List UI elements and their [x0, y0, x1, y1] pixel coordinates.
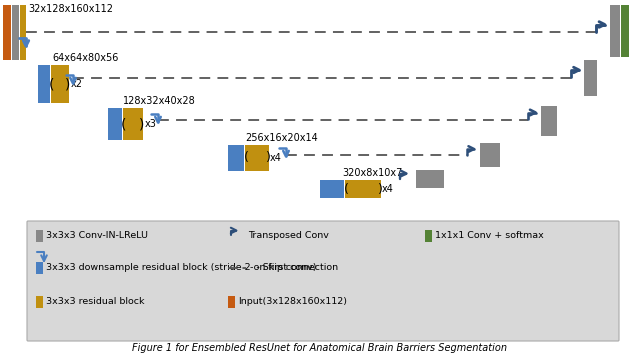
Bar — [36, 230, 43, 242]
Bar — [12, 5, 19, 60]
Text: - - Skip connection: - - Skip connection — [250, 264, 338, 272]
Text: ): ) — [378, 182, 383, 196]
Text: (: ( — [121, 117, 127, 131]
Text: (: ( — [244, 151, 248, 164]
Bar — [228, 296, 235, 308]
Text: x4: x4 — [270, 153, 282, 163]
Text: 320x8x10x7: 320x8x10x7 — [342, 168, 403, 178]
Bar — [584, 60, 597, 96]
Bar — [123, 108, 143, 140]
Bar — [36, 262, 43, 274]
Bar — [480, 143, 500, 167]
Text: ): ) — [266, 151, 271, 164]
Text: (: ( — [49, 77, 55, 91]
Bar — [425, 230, 432, 242]
FancyBboxPatch shape — [27, 221, 619, 341]
Bar — [345, 180, 381, 198]
Text: 3x3x3 downsample residual block (stride 2 on first conv): 3x3x3 downsample residual block (stride … — [46, 264, 317, 272]
Bar — [38, 65, 50, 103]
Text: x3: x3 — [145, 119, 157, 129]
Bar — [610, 5, 620, 57]
Text: ): ) — [140, 117, 145, 131]
Bar — [320, 180, 344, 198]
Text: Input(3x128x160x112): Input(3x128x160x112) — [238, 298, 347, 307]
Bar — [3, 5, 11, 60]
Text: 64x64x80x56: 64x64x80x56 — [52, 53, 118, 63]
Text: Figure 1 for Ensembled ResUnet for Anatomical Brain Barriers Segmentation: Figure 1 for Ensembled ResUnet for Anato… — [132, 343, 508, 353]
Text: 32x128x160x112: 32x128x160x112 — [28, 4, 113, 14]
Bar — [108, 108, 122, 140]
Bar — [36, 296, 43, 308]
Bar — [416, 170, 444, 188]
Bar — [20, 5, 26, 60]
Text: 3x3x3 Conv-IN-LReLU: 3x3x3 Conv-IN-LReLU — [46, 232, 148, 241]
Text: x4: x4 — [382, 184, 394, 194]
Text: (: ( — [344, 182, 348, 196]
Text: x2: x2 — [71, 79, 83, 89]
Text: 1x1x1 Conv + softmax: 1x1x1 Conv + softmax — [435, 232, 544, 241]
Text: 3x3x3 residual block: 3x3x3 residual block — [46, 298, 145, 307]
Bar — [541, 106, 557, 136]
Bar — [51, 65, 69, 103]
Bar — [621, 5, 629, 57]
Bar — [228, 145, 244, 171]
Bar — [245, 145, 269, 171]
Text: 128x32x40x28: 128x32x40x28 — [123, 96, 196, 106]
Text: 256x16x20x14: 256x16x20x14 — [245, 133, 317, 143]
Text: ): ) — [65, 77, 70, 91]
Text: Transposed Conv: Transposed Conv — [248, 232, 329, 241]
